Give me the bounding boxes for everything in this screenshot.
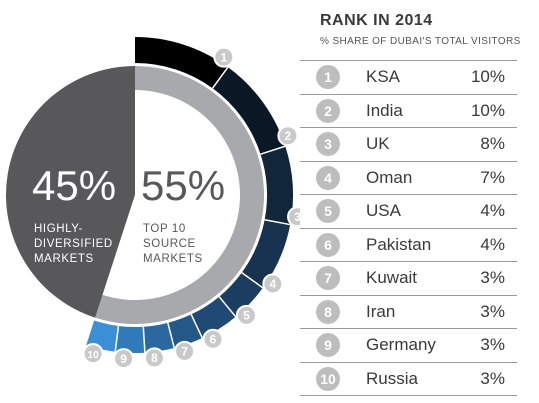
rank-row: 6 Pakistan 4% (300, 229, 517, 262)
rank-title: RANK IN 2014 (320, 12, 433, 29)
ring-separator (260, 145, 286, 155)
ring-separator (264, 218, 291, 226)
diversified-caption-line: HIGHLY- (34, 223, 83, 235)
rank-country: India (366, 100, 403, 120)
rank-row: 10 Russia 3% (300, 363, 517, 396)
rank-row: 7 Kuwait 3% (300, 262, 517, 296)
rank-badge: 9 (316, 333, 340, 357)
rank-badge: 2 (316, 98, 340, 123)
ring-badge-label: 1 (220, 50, 227, 64)
ring-separator (167, 322, 176, 349)
rank-badge: 5 (316, 199, 340, 223)
rank-row: 9 Germany 3% (300, 329, 517, 363)
rank-share: 10% (470, 67, 505, 86)
ring-separator (218, 296, 237, 318)
rank-country: UK (366, 134, 390, 153)
top10-caption-line: TOP 10 (143, 223, 186, 235)
rank-share: 8% (480, 134, 505, 153)
rank-row: 2 India 10% (300, 95, 517, 128)
rank-panel: RANK IN 2014 % SHARE OF DUBAI'S TOTAL VI… (300, 0, 539, 403)
ring-segment-5 (219, 272, 263, 317)
rank-badge: 6 (316, 232, 340, 257)
rank-share: 4% (480, 201, 505, 220)
rank-share: 4% (480, 234, 505, 254)
rank-row: 4 Oman 7% (300, 162, 517, 195)
rank-badge: 10 (316, 366, 340, 391)
rank-badge: 3 (316, 132, 340, 156)
ring-separator (190, 314, 204, 339)
ring-badge-label: 7 (181, 345, 188, 359)
ring-badge-5 (235, 304, 257, 326)
ring-segment-6 (191, 296, 236, 338)
rank-share: 3% (480, 268, 505, 287)
rank-country: Oman (366, 167, 413, 187)
ring-segment-8 (143, 322, 175, 353)
visitor-share-chart: 1 2 3 4 5 6 7 8 9 10 45% HIGHLY- DIVERSIFIED MARKETS 5… (6, 37, 300, 370)
ring-badge-label: 5 (243, 309, 250, 323)
ring-badge-label: 6 (210, 332, 217, 346)
top10-caption-line: SOURCE (143, 238, 196, 250)
ring-badge-4 (262, 273, 284, 295)
ring-badge-7 (174, 340, 196, 362)
ring-badge-6 (202, 328, 224, 350)
rank-country: Germany (366, 335, 436, 354)
rank-country: Russia (366, 368, 418, 388)
ring-separator (241, 271, 264, 289)
ring-badge-label: 8 (151, 351, 158, 365)
rank-country: USA (366, 201, 401, 220)
ring-separator (211, 66, 229, 89)
ring-segment-4 (241, 219, 291, 288)
ring-separator (114, 325, 120, 353)
ring-separator (142, 326, 146, 354)
rank-country: Pakistan (366, 234, 432, 254)
top10-inner-disc (102, 90, 240, 300)
rank-share: 10% (470, 100, 505, 120)
diversified-caption-line: DIVERSIFIED (34, 238, 113, 250)
diversified-pie-slice (6, 66, 136, 318)
ring-segment-3 (260, 146, 294, 225)
ring-badge-label: 10 (88, 350, 100, 361)
rank-share: 3% (480, 335, 505, 354)
rank-share: 3% (480, 301, 505, 321)
rank-row: 5 USA 4% (300, 195, 517, 229)
rank-badge: 8 (316, 299, 340, 324)
rank-share: 7% (480, 167, 505, 187)
rank-badge: 7 (316, 266, 340, 290)
rank-country: Kuwait (366, 268, 418, 287)
top10-percent: 55% (141, 162, 225, 209)
rank-subtitle: % SHARE OF DUBAI'S TOTAL VISITORS (320, 36, 521, 47)
rank-share: 3% (480, 368, 505, 388)
rank-row: 1 KSA 10% (300, 61, 517, 95)
rank-country: KSA (366, 67, 401, 86)
diversified-caption-line: MARKETS (34, 253, 94, 265)
rank-badge: 4 (316, 165, 340, 190)
rank-country: Iran (366, 301, 396, 321)
ring-segment-1 (135, 37, 228, 89)
ring-badge-8 (143, 347, 165, 369)
ring-badge-3 (287, 206, 300, 228)
ring-badge-label: 2 (285, 129, 292, 143)
rank-badge: 1 (316, 65, 340, 89)
ring-badge-2 (277, 125, 299, 147)
ring-badge-1 (213, 46, 235, 68)
rank-table: 1 KSA 10% 2 India 10% 3 UK 8% 4 Oman 7% … (300, 60, 517, 396)
ring-badge-label: 4 (270, 277, 277, 291)
ring-segment-9 (115, 325, 145, 354)
ring-badge-label: 9 (120, 352, 127, 366)
diversified-percent: 45% (32, 162, 116, 209)
rank-row: 8 Iran 3% (300, 296, 517, 329)
ring-badge-9 (113, 348, 135, 370)
ring-badge-label: 3 (294, 210, 300, 224)
top10-caption-line: MARKETS (143, 253, 203, 265)
ring-segment-2 (212, 67, 286, 155)
ring-segment-7 (167, 314, 203, 349)
ring-badge-10 (82, 343, 104, 365)
rank-row: 3 UK 8% (300, 128, 517, 162)
